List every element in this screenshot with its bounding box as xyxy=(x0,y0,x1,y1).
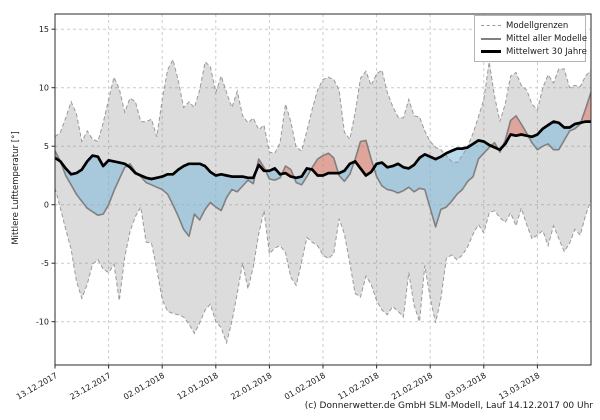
dashed-line-icon xyxy=(481,25,501,26)
above-normal-fill xyxy=(55,92,591,178)
x-tick-label: 12.01.2018 xyxy=(176,371,220,402)
legend-box: Modellgrenzen Mittel aller Modelle Mitte… xyxy=(474,15,587,62)
x-tick-label: 02.01.2018 xyxy=(122,371,166,402)
y-tick-label: 5 xyxy=(44,142,49,151)
x-tick-label: 11.02.2018 xyxy=(336,371,380,402)
x-tick-label: 13.03.2018 xyxy=(497,371,541,402)
model-upper-bound-line xyxy=(54,58,592,164)
legend-item-modellgrenzen: Modellgrenzen xyxy=(481,20,579,31)
legend-item-mittelwert-30-jahre: Mittelwert 30 Jahre xyxy=(481,46,587,57)
x-tick-label: 22.01.2018 xyxy=(229,371,273,402)
y-tick-label: 0 xyxy=(44,201,49,210)
model-lower-bound-line xyxy=(54,188,592,345)
model-range-band xyxy=(55,59,591,343)
x-tick-label: 01.02.2018 xyxy=(283,371,327,402)
copyright-caption: (c) Donnerwetter.de GmbH SLM-Modell, Lau… xyxy=(304,401,593,411)
gray-line-icon xyxy=(481,37,501,40)
legend-label: Mittel aller Modelle xyxy=(506,33,588,44)
below-normal-fill xyxy=(60,121,581,237)
x-tick-label: 23.12.2017 xyxy=(68,371,112,402)
legend-item-mittel-aller-modelle: Mittel aller Modelle xyxy=(481,33,587,44)
mean-30y-line xyxy=(54,120,591,181)
y-tick-label: -5 xyxy=(41,259,49,268)
x-tick-label: 03.03.2018 xyxy=(444,371,488,402)
y-tick-label: 10 xyxy=(39,84,49,93)
y-tick-label: 15 xyxy=(39,25,49,34)
black-line-icon xyxy=(481,50,501,53)
x-tick-label: 13.12.2017 xyxy=(15,371,59,402)
y-tick-label: -10 xyxy=(36,318,49,327)
legend-label: Mittelwert 30 Jahre xyxy=(506,46,587,57)
x-tick-label: 21.02.2018 xyxy=(390,371,434,402)
legend-label: Modellgrenzen xyxy=(506,20,569,31)
y-axis-label: Mittlere Lufttemperatur [°] xyxy=(11,131,21,245)
